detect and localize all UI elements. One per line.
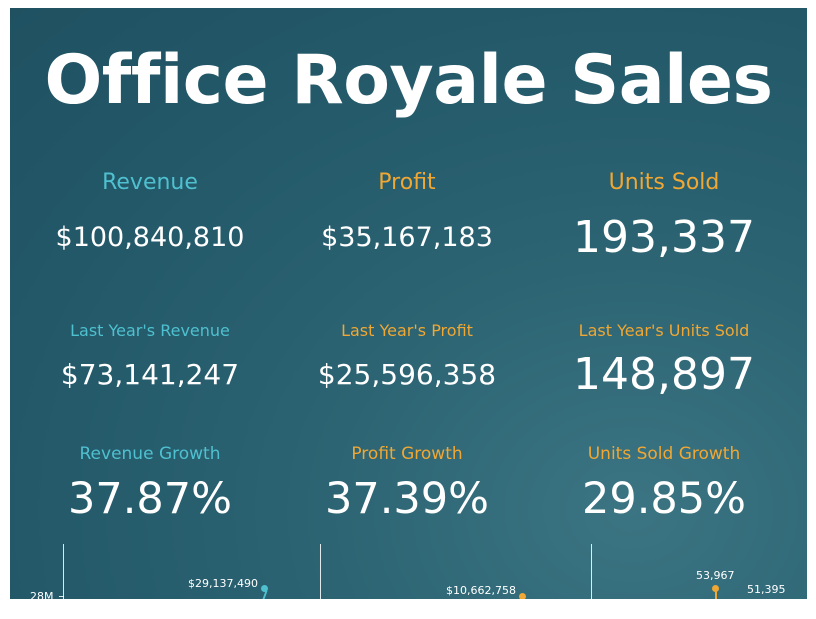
mini-charts-strip: 28M $29,137,490 $10,662,758 53,967 51,39… [10, 540, 807, 599]
profit-growth-label: Profit Growth [351, 444, 463, 464]
profit-chart-point-label: $10,662,758 [446, 584, 516, 597]
revenue-growth-value: 37.87% [68, 474, 232, 524]
revenue-chart-axis-tick-label: 28M [30, 590, 54, 599]
units-sold-growth-value: 29.85% [582, 474, 746, 524]
revenue-chart-tick [59, 596, 64, 597]
units-chart-line [715, 591, 717, 599]
revenue-label: Revenue [102, 170, 198, 195]
profit-growth-value: 37.39% [325, 474, 489, 524]
revenue-chart-axis [63, 544, 64, 599]
last-year-units-sold-value: 148,897 [573, 349, 755, 400]
profit-chart-point[interactable] [519, 593, 526, 599]
last-year-revenue-value: $73,141,247 [60, 358, 240, 391]
revenue-growth-label: Revenue Growth [79, 444, 221, 464]
profit-value: $35,167,183 [321, 222, 493, 253]
last-year-units-sold-label: Last Year's Units Sold [578, 321, 750, 340]
units-chart-axis [591, 544, 592, 599]
profit-chart-axis [320, 544, 321, 599]
last-year-profit-label: Last Year's Profit [341, 321, 473, 340]
dashboard-title: Office Royale Sales [44, 41, 773, 120]
units-sold-value: 193,337 [573, 212, 755, 263]
units-sold-label: Units Sold [608, 170, 720, 195]
revenue-chart-point[interactable] [261, 585, 268, 592]
revenue-chart-line [262, 591, 268, 599]
revenue-chart-point-label: $29,137,490 [188, 577, 258, 590]
units-chart-secondary-label: 51,395 [747, 583, 786, 596]
last-year-revenue-label: Last Year's Revenue [70, 321, 230, 340]
units-chart-point[interactable] [712, 585, 719, 592]
units-sold-growth-label: Units Sold Growth [587, 444, 741, 464]
dashboard-frame: Office Royale Sales Revenue Profit Units… [10, 8, 807, 599]
revenue-value: $100,840,810 [55, 222, 245, 253]
last-year-profit-value: $25,596,358 [317, 358, 497, 391]
units-chart-point-label: 53,967 [696, 569, 735, 582]
profit-label: Profit [378, 170, 436, 195]
page-bottom-margin [0, 599, 816, 619]
